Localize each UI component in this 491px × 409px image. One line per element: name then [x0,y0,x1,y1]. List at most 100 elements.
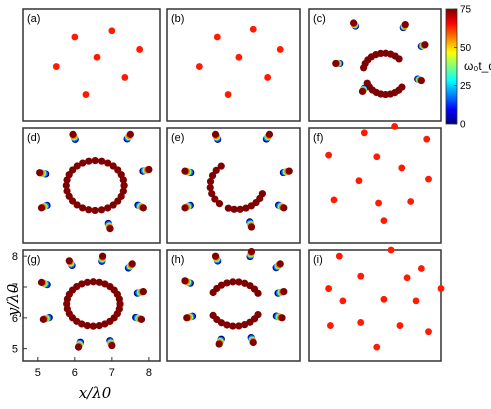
particle-trail [145,165,153,174]
particle-trail [106,225,114,233]
particle-trail [69,130,77,138]
particle-trail [401,20,409,29]
trajectory-point [215,200,224,208]
trajectory-point [241,279,249,287]
particle-trail [417,76,425,85]
trajectory-point [236,205,244,213]
particle [373,153,381,161]
trajectory-point [217,162,225,170]
trajectory-point [229,322,237,330]
panel-e: (e) [166,127,301,244]
particle-trail [332,59,340,68]
trajectory-point [206,177,215,186]
panel-label: (f) [313,132,323,144]
trajectory-point [247,202,255,210]
panel-frame [166,8,301,122]
particle [264,74,272,81]
panel-frame [22,127,161,244]
particle-trail [37,278,46,286]
particle [355,177,363,185]
x-axis-title: x/λ0 [79,384,112,402]
colorbar-tick-label: 0 [460,120,466,131]
trajectory-point [209,288,217,297]
trajectory-point [83,278,92,286]
particle [423,135,431,143]
trajectory-point [62,181,70,190]
particle [330,196,338,204]
panel-f: (f) [308,123,442,244]
panel-b: (b) [166,8,301,122]
particle-trail [181,204,189,212]
panel-g: (g) [22,249,161,362]
trajectory-point [79,204,87,212]
panel-frame [22,8,161,122]
particle [195,63,203,70]
particle [380,295,388,303]
colorbar-tick-label: 25 [460,81,472,92]
particle-trail [249,338,257,347]
trajectory-point [224,204,232,212]
trajectory-point [89,322,97,330]
particle-trail [278,314,286,322]
colorbar-gradient [445,8,458,125]
particle [437,285,445,292]
particle-trail [215,340,223,348]
particle [360,129,368,137]
particle [82,91,90,98]
particle-trail [181,277,189,285]
particle [412,297,420,305]
panel-label: (i) [313,254,323,266]
panel-d: (d) [22,127,161,244]
panel-c: (c) [308,8,442,122]
trajectory-point [73,201,81,209]
x-tick-label: 5 [35,367,41,379]
y-tick-label: 7 [12,282,18,294]
panel-h: (h) [166,247,301,362]
particle [417,265,425,272]
panel-a: (a) [22,8,161,122]
particle [375,199,382,207]
trajectory-point [223,321,231,329]
x-tick-label: 6 [72,367,78,379]
particle-trail [280,204,288,212]
particle-trail [349,19,358,27]
trajectory-point [91,156,99,165]
trajectory-point [120,181,128,190]
particle-trail [280,288,288,296]
particle [71,33,79,41]
panel-label: (h) [171,254,184,266]
particle [327,322,334,329]
particle-trail [139,288,147,296]
particle [373,343,381,351]
trajectory-point [209,311,217,319]
particle-trail [276,260,284,268]
particle [407,198,415,205]
trajectory-point [235,278,243,286]
trajectory-point [208,189,216,198]
trajectory-point [98,157,106,165]
panel-i: (i) [308,246,445,362]
particle [425,328,432,336]
particle [325,285,333,292]
particle-trail [211,130,220,138]
trajectory-point [212,166,220,174]
particle-trail [139,204,147,212]
particle [425,175,432,183]
trajectory-point [101,280,109,288]
particle-trail [247,223,256,231]
particle [357,272,365,280]
colorbar: ω₀t_d 75 50 25 0 [445,5,491,131]
trajectory-point [230,205,238,213]
trajectory-point [83,321,91,330]
y-tick-label: 5 [12,344,18,356]
particle [325,151,333,159]
trajectory-point [79,159,87,167]
particle [387,246,395,254]
particle-trail [265,130,274,138]
axes-layer: x/λ0 y/λ0 5 6 7 8 5 6 7 8 [4,251,152,402]
panel-label: (d) [27,132,40,144]
panel-label: (c) [313,13,326,25]
particle-trail [36,169,44,177]
trajectory-point [85,157,93,165]
trajectory-point [211,195,219,203]
